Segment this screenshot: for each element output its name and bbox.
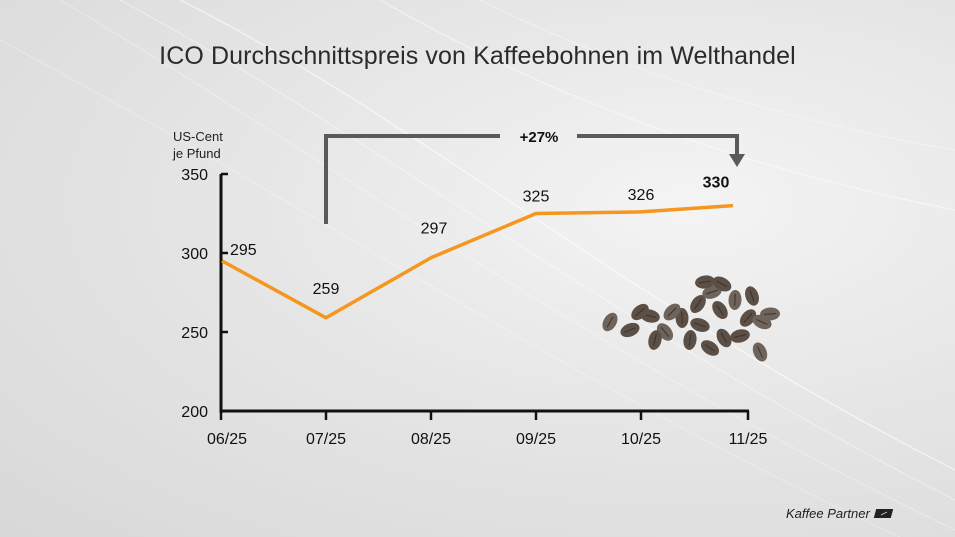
coffee-bean-crease (653, 334, 657, 346)
x-tick-label: 06/25 (207, 431, 247, 448)
coffee-bean-crease (757, 346, 763, 358)
coffee-bean-crease (734, 334, 746, 338)
brand-footer: Kaffee Partner (786, 506, 894, 521)
y-axis-unit-line-1: US-Cent (173, 129, 223, 144)
annotation-bracket-left (324, 134, 500, 224)
x-tick-label: 11/25 (729, 431, 768, 448)
data-label: 295 (230, 242, 257, 259)
coffee-bean-crease (743, 313, 753, 323)
coffee-bean-crease (624, 327, 636, 333)
annotation-arrowhead-icon (729, 154, 745, 167)
kaffee-partner-logo-icon (873, 509, 894, 518)
x-tick-label: 09/25 (516, 431, 556, 448)
coffee-bean-crease (694, 298, 702, 310)
x-tick-label: 08/25 (411, 431, 451, 448)
coffee-bean-crease (660, 327, 670, 337)
data-label: 259 (313, 281, 340, 298)
annotation-bracket-right (577, 134, 739, 155)
y-tick-label: 250 (181, 325, 208, 342)
coffee-bean-crease (716, 280, 728, 288)
coffee-bean-crease (606, 316, 614, 328)
coffee-bean-crease (706, 289, 718, 295)
coffee-bean-crease (694, 322, 706, 328)
coffee-bean-crease (688, 333, 692, 347)
x-tick-label: 10/25 (621, 431, 661, 448)
coffee-bean-crease (734, 293, 736, 307)
data-label: 326 (628, 187, 655, 204)
coffee-bean-crease (749, 290, 755, 302)
coffee-bean-crease (716, 304, 724, 316)
y-tick-label: 300 (181, 246, 208, 263)
coffee-bean-crease (704, 344, 716, 352)
annotation-label: +27% (520, 129, 559, 146)
chart-title: ICO Durchschnittspreis von Kaffeebohnen … (159, 42, 796, 70)
coffee-bean-crease (756, 319, 768, 325)
y-axis-unit-label: US-Cent je Pfund (173, 128, 223, 162)
y-tick-label: 350 (181, 167, 208, 184)
y-tick-label: 200 (181, 404, 208, 421)
data-label: 325 (523, 189, 550, 206)
coffee-bean-crease (644, 314, 656, 318)
coffee-bean-crease (720, 332, 728, 344)
coffee-bean-crease (635, 307, 645, 317)
coffee-bean-crease (763, 313, 777, 315)
y-axis-unit-line-2: je Pfund (173, 146, 221, 161)
coffee-bean-crease (667, 307, 677, 317)
coffee-beans-image (602, 275, 780, 362)
series-line (221, 203, 734, 320)
coffee-bean-crease (698, 280, 712, 284)
x-tick-label: 07/25 (306, 431, 346, 448)
brand-name: Kaffee Partner (786, 506, 870, 521)
data-label: 330 (703, 175, 730, 192)
data-label: 297 (421, 221, 448, 238)
